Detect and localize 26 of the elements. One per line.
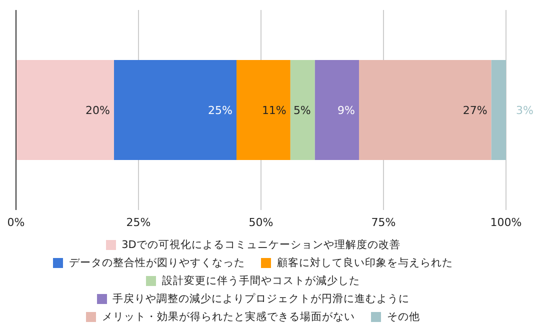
bar <box>359 60 492 160</box>
legend-label: 3Dでの可視化によるコミュニケーションや理解度の改善 <box>120 238 400 253</box>
legend-label: 顧客に対して良い印象を与えられた <box>276 256 453 271</box>
legend-label: その他 <box>386 310 420 325</box>
data-label: 3% <box>516 104 534 117</box>
data-label: 5% <box>293 104 311 117</box>
x-tick-label: 0% <box>7 216 25 229</box>
x-tick-label: 50% <box>248 216 274 229</box>
bar <box>290 60 315 160</box>
bar <box>236 60 290 160</box>
x-tick-label: 25% <box>126 216 151 229</box>
data-label: 25% <box>208 104 232 117</box>
data-label: 9% <box>338 104 355 117</box>
legend-label: データの整合性が図りやすくなった <box>68 256 245 271</box>
bar <box>16 60 114 160</box>
legend-label: メリット・効果が得られたと実感できる場面がない <box>101 310 355 325</box>
legend-label: 手戻りや調整の減少によりプロジェクトが円滑に進むように <box>112 292 410 307</box>
x-tick-label: 75% <box>371 216 396 229</box>
bar <box>114 60 236 160</box>
data-label: 27% <box>462 104 488 117</box>
bar <box>491 60 506 160</box>
data-label: 20% <box>86 104 110 117</box>
bar <box>314 60 359 160</box>
x-tick-label: 100% <box>490 216 522 229</box>
legend-label: 設計変更に伴う手間やコストが減少した <box>161 274 360 289</box>
data-label: 11% <box>262 104 286 117</box>
